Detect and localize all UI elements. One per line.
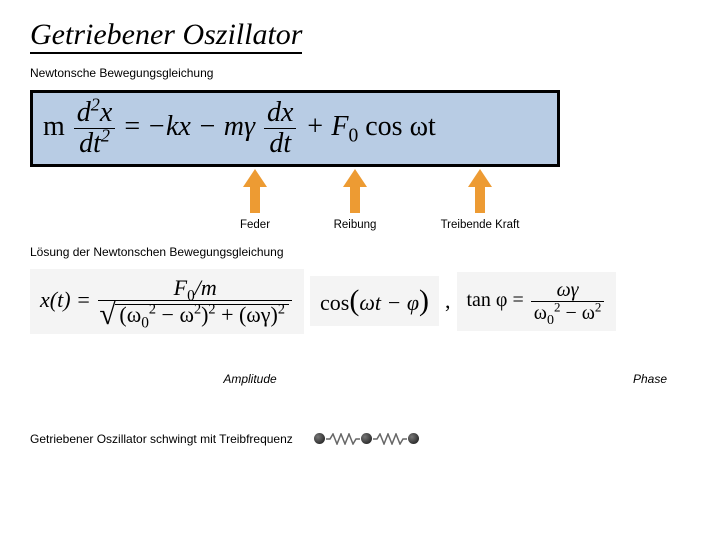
arrow-label-feder: Feder [240, 219, 270, 231]
solution-row: x(t) = F0/m √ (ω02 − ω2)2 + (ωγ)2 [30, 269, 690, 334]
solution-phase-block: tan φ = ωγ ω02 − ω2 [457, 272, 617, 331]
footer-text: Getriebener Oszillator schwingt mit Trei… [30, 432, 293, 446]
arrow-up-icon [243, 169, 267, 213]
sqrt-icon: √ (ω02 − ω2)2 + (ωγ)2 [101, 304, 289, 326]
eq-term1: −kx [147, 111, 191, 142]
mass-ball-icon [361, 433, 372, 444]
sol-F: F [174, 275, 187, 300]
sol-tan-den-a: ω [534, 302, 547, 324]
eq-term3-sub: 0 [348, 126, 358, 147]
mass-ball-icon [408, 433, 419, 444]
label-phase: Phase [633, 372, 667, 386]
sol-tan-num: ωγ [557, 279, 579, 301]
solution-cos-block: cos(ωt − φ) [310, 276, 439, 326]
sol-tan-lead: tan φ = [467, 289, 529, 311]
spring-icon [326, 433, 360, 445]
spring-icon [373, 433, 407, 445]
slide-title: Getriebener Oszillator [30, 18, 302, 54]
eq-equals: = [124, 111, 147, 142]
subheading-solution: Lösung der Newtonschen Bewegungsgleichun… [30, 245, 690, 259]
eq-term2-lead: − mγ [198, 111, 255, 142]
label-amplitude: Amplitude [223, 372, 276, 386]
eq-lhs-frac: d2x dt2 [74, 99, 116, 158]
main-equation: m d2x dt2 = −kx − mγ dx dt + F0 cos ωt [43, 111, 436, 142]
sol-cos: cos [320, 290, 349, 315]
sol-den-a: (ω [119, 302, 141, 327]
arrow-up-icon [468, 169, 492, 213]
arrow-row: Feder Reibung Treibende Kraft [30, 167, 560, 237]
arrow-up-icon [343, 169, 367, 213]
sol-cos-arg: ωt − φ [359, 290, 419, 315]
eq-term3-tail: cos ωt [365, 111, 436, 142]
solution-amplitude-block: x(t) = F0/m √ (ω02 − ω2)2 + (ωγ)2 [30, 269, 304, 334]
sol-den-d: + (ωγ) [216, 302, 278, 327]
footer-row: Getriebener Oszillator schwingt mit Trei… [30, 432, 690, 446]
subheading-newton: Newtonsche Bewegungsgleichung [30, 66, 690, 80]
solution-comma: , [445, 288, 451, 314]
eq-lhs-m: m [43, 111, 65, 142]
amp-phase-labels: Amplitude Phase [30, 372, 690, 402]
arrow-label-treibende: Treibende Kraft [441, 219, 520, 231]
eq-term2-frac: dx dt [264, 99, 296, 158]
sol-xoft: x(t) = [40, 287, 96, 312]
equation-box: m d2x dt2 = −kx − mγ dx dt + F0 cos ωt [30, 90, 560, 167]
spring-mass-icon [313, 433, 420, 445]
mass-ball-icon [314, 433, 325, 444]
sol-tan-den-b: − ω [560, 302, 594, 324]
sol-den-b: − ω [156, 302, 194, 327]
eq-term3-lead: + F [305, 111, 348, 142]
arrow-label-reibung: Reibung [334, 219, 377, 231]
sol-over-m: /m [195, 275, 217, 300]
